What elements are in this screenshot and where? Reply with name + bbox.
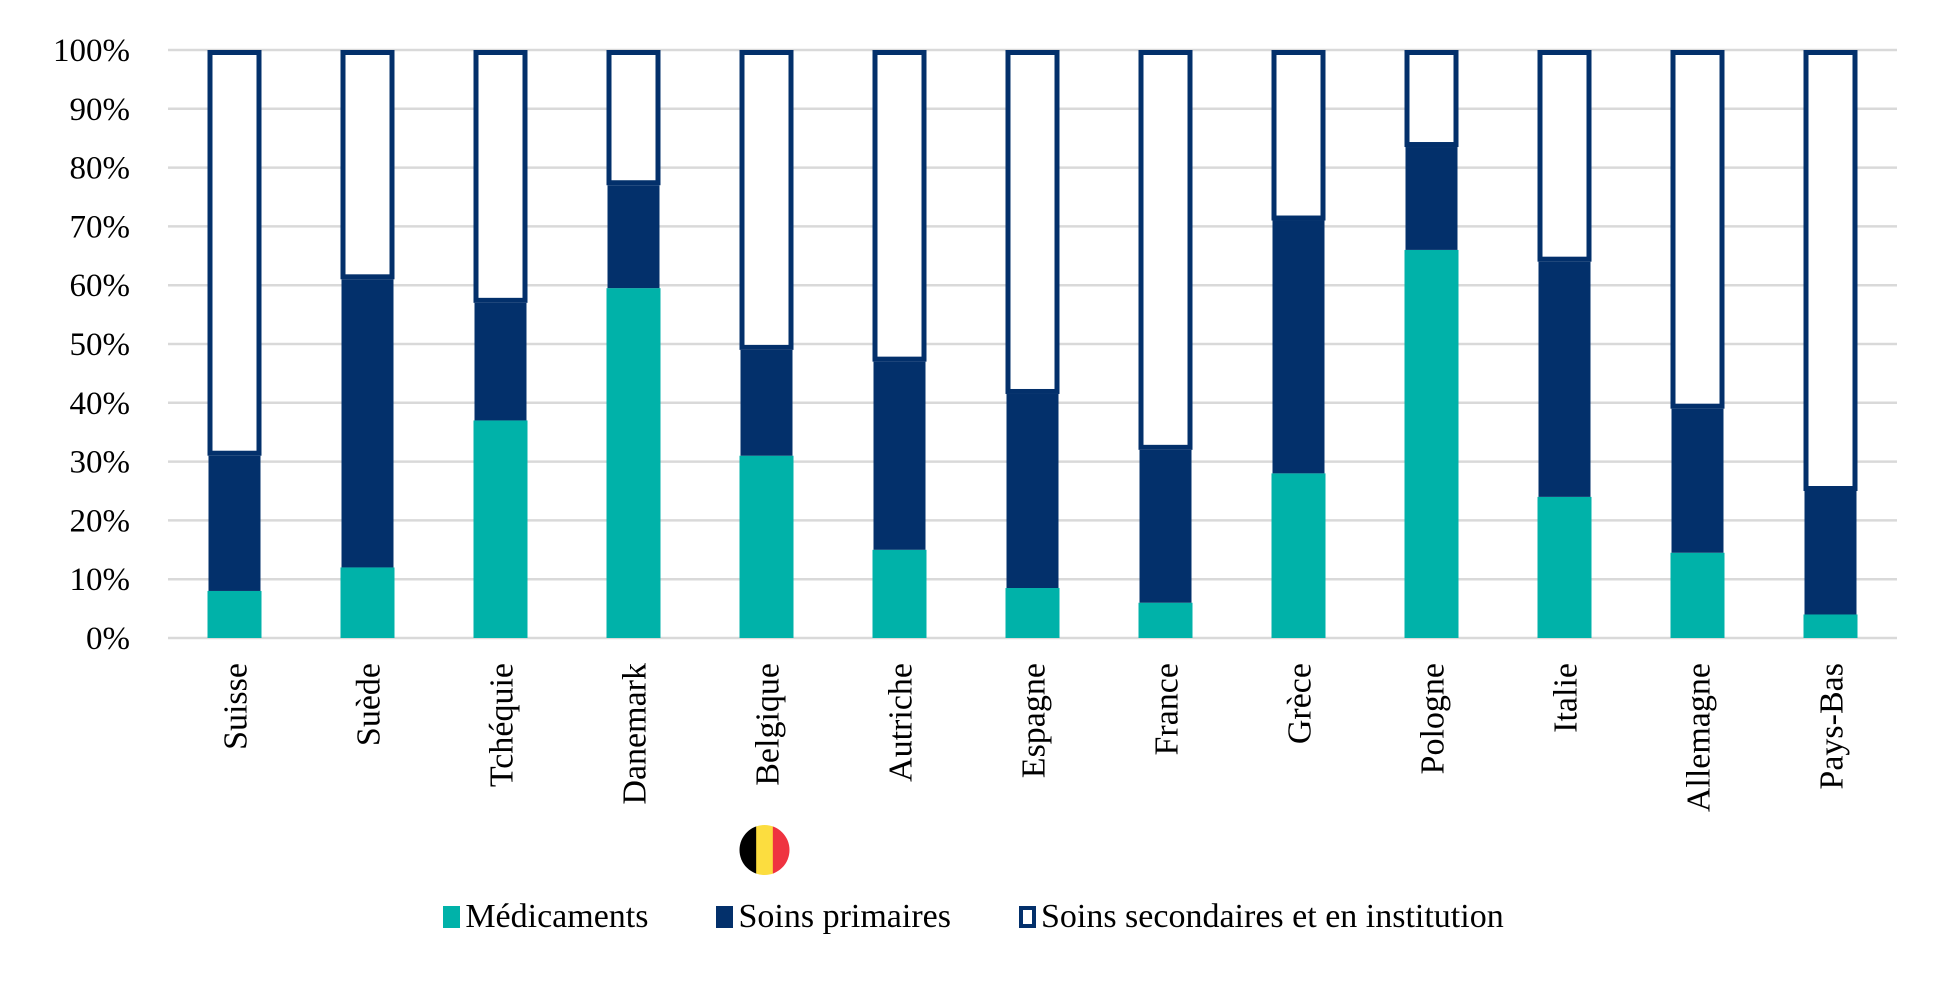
bar-segment-secondary-care: [872, 50, 927, 362]
bar-segment-primary-care: [1006, 393, 1059, 589]
bar-segment-primary-care: [1139, 449, 1192, 603]
bar-segment-secondary-care: [207, 50, 262, 456]
bar-segment-primary-care: [740, 349, 793, 456]
bar-segment-medicines: [340, 567, 395, 638]
legend-item: Médicaments: [443, 898, 648, 936]
x-category-label: Danemark: [617, 663, 654, 805]
bar-segment-medicines: [739, 455, 794, 638]
x-category-label: Grèce: [1282, 663, 1319, 744]
x-axis-category-labels: Suisse Suède Tchéquie Danemark Belgique Autri…: [218, 663, 1851, 812]
x-category-label: Suède: [351, 663, 388, 746]
y-tick-label: 40%: [70, 386, 131, 422]
bar-segment-medicines: [1404, 249, 1459, 639]
bar-segment-medicines: [207, 590, 262, 638]
flag-stripe: [756, 825, 774, 875]
x-category-label: Tchéquie: [484, 663, 521, 787]
bar-segment-secondary-care: [340, 50, 395, 280]
bar-segment-primary-care: [341, 279, 394, 568]
bar-segment-secondary-care: [1670, 50, 1725, 409]
legend-item: Soins secondaires et en institution: [1018, 898, 1504, 936]
y-tick-label: 0%: [86, 621, 130, 657]
bar-segment-medicines: [1537, 496, 1592, 638]
bar-segment-secondary-care: [1537, 50, 1592, 262]
y-tick-label: 10%: [70, 562, 131, 598]
bar-segment-primary-care: [1671, 408, 1724, 553]
y-tick-label: 50%: [70, 327, 131, 363]
bar-segment-secondary-care: [739, 50, 794, 350]
bar-segment-primary-care: [873, 361, 926, 550]
y-tick-label: 70%: [70, 209, 131, 245]
legend-label: Soins secondaires et en institution: [1040, 898, 1504, 935]
bar-segment-medicines: [1271, 473, 1326, 638]
x-category-label: Belgique: [750, 663, 787, 786]
bar-segment-primary-care: [474, 302, 527, 421]
bar-segment-secondary-care: [1404, 50, 1459, 148]
bar-segment-primary-care: [607, 185, 660, 289]
legend-swatch: [716, 906, 734, 928]
legend-swatch: [443, 906, 461, 928]
x-category-label: Espagne: [1016, 663, 1053, 778]
bar-segment-primary-care: [1538, 261, 1591, 497]
y-tick-label: 90%: [70, 92, 131, 128]
bar-segment-medicines: [1670, 552, 1725, 638]
x-category-label: France: [1149, 663, 1186, 756]
x-category-label: Pays-Bas: [1814, 663, 1851, 790]
bar-segment-medicines: [473, 420, 528, 638]
legend-label: Soins primaires: [738, 898, 951, 935]
bar-segment-medicines: [1803, 614, 1858, 638]
bar-segment-medicines: [1138, 602, 1193, 638]
bar-segment-secondary-care: [606, 50, 661, 186]
legend-label: Médicaments: [465, 898, 649, 935]
bar-segment-secondary-care: [1138, 50, 1193, 450]
bar-segment-primary-care: [1272, 220, 1325, 474]
flag-stripe: [739, 825, 757, 875]
bar-segment-secondary-care: [1803, 50, 1858, 491]
bar-segment-primary-care: [208, 455, 261, 591]
legend-swatch: [1018, 906, 1036, 928]
bar-segment-primary-care: [1804, 491, 1857, 615]
bar-segment-secondary-care: [473, 50, 528, 303]
x-category-label: Italie: [1548, 663, 1585, 733]
bar-segment-medicines: [1005, 588, 1060, 638]
legend-item: Soins primaires: [716, 898, 951, 936]
x-category-label: Allemagne: [1681, 663, 1718, 812]
x-category-label: Suisse: [218, 663, 255, 750]
y-tick-label: 20%: [70, 503, 131, 539]
bar-segment-medicines: [872, 549, 927, 638]
x-category-label: Autriche: [883, 663, 920, 782]
y-tick-label: 60%: [70, 268, 131, 304]
y-axis-tick-labels: 0% 10% 20% 30% 40% 50% 60% 70% 80% 90% 100%: [53, 33, 130, 657]
bar-segment-medicines: [606, 288, 661, 638]
bar-segment-secondary-care: [1271, 50, 1326, 221]
belgium-flag-icon: [739, 825, 790, 875]
y-tick-label: 100%: [53, 33, 130, 69]
flag-stripe: [772, 825, 790, 875]
bars: [207, 50, 1858, 639]
y-tick-label: 30%: [70, 445, 131, 481]
x-category-label: Pologne: [1415, 663, 1452, 774]
bar-segment-primary-care: [1405, 147, 1458, 250]
y-tick-label: 80%: [70, 151, 131, 187]
legend: Médicaments Soins primaires Soins secondai…: [0, 898, 1947, 936]
bar-segment-secondary-care: [1005, 50, 1060, 394]
